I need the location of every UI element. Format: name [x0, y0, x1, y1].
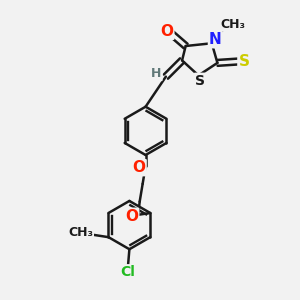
Text: O: O [133, 160, 146, 175]
Text: O: O [160, 24, 173, 39]
Text: O: O [125, 209, 138, 224]
Text: CH₃: CH₃ [68, 226, 93, 239]
Text: H: H [151, 67, 162, 80]
Text: CH₃: CH₃ [220, 18, 245, 31]
Text: S: S [195, 74, 205, 88]
Text: Cl: Cl [121, 265, 135, 279]
Text: N: N [209, 32, 222, 47]
Text: S: S [238, 54, 249, 69]
